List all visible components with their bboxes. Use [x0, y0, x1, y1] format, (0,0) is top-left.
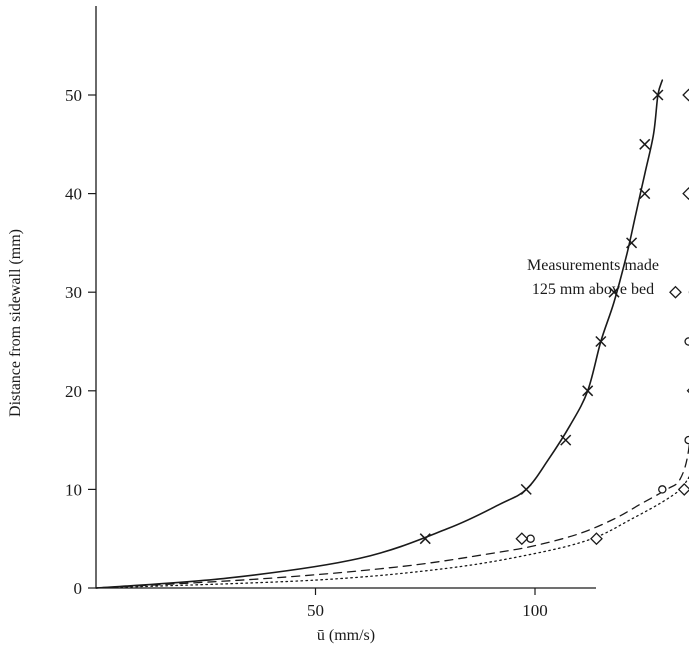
x-tick-label: 50 [307, 601, 324, 620]
x-axis-label: ū (mm/s) [317, 627, 375, 644]
x-marker [520, 483, 532, 495]
annotation-line-2: 125 mm above bed [532, 281, 654, 298]
x-marker [595, 335, 607, 348]
circle-marker [684, 435, 689, 445]
y-axis-label: Distance from sidewall (mm) [7, 229, 24, 417]
x-marker [639, 188, 651, 200]
series-line-solid [95, 79, 664, 589]
y-tick-label: 0 [74, 579, 83, 598]
x-marker [419, 533, 431, 545]
x-marker [652, 89, 664, 101]
x-marker [608, 286, 620, 298]
diamond-marker [682, 187, 689, 201]
y-tick-label: 40 [65, 185, 82, 204]
y-tick-label: 30 [65, 283, 82, 302]
diamond-marker [682, 88, 689, 102]
circle-marker [684, 337, 689, 346]
y-tick-label: 50 [65, 86, 82, 105]
annotation-line-1: Measurements made [527, 257, 659, 274]
diamond-marker [515, 532, 529, 546]
circle-marker [658, 485, 667, 494]
diamond-marker [677, 482, 689, 496]
x-marker [582, 385, 594, 397]
series-markers [419, 88, 689, 546]
axis-ticks: 5010015001020304050 [65, 86, 548, 620]
x-marker [560, 434, 572, 446]
diamond-marker [590, 532, 603, 546]
x-marker [626, 237, 638, 249]
y-tick-label: 20 [65, 382, 82, 401]
plot-area: 5010015001020304050 [65, 6, 689, 620]
series-line-dashed [95, 442, 689, 589]
y-tick-label: 10 [65, 480, 82, 499]
diamond-marker [669, 285, 682, 299]
series-curves [95, 79, 689, 589]
x-tick-label: 100 [522, 601, 548, 620]
x-marker [639, 138, 651, 150]
